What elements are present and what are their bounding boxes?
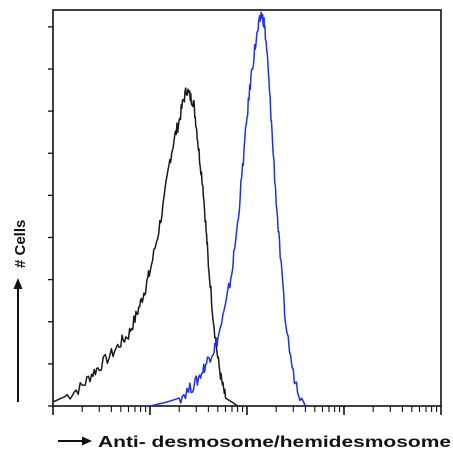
- y-axis-arrowhead: [13, 278, 23, 289]
- plot-frame: [52, 9, 442, 407]
- series-line-1: [52, 87, 239, 407]
- x-axis-ticks: [52, 406, 442, 415]
- series-line-2: [149, 11, 307, 407]
- y-axis-ticks: [48, 26, 53, 407]
- y-axis-label: # Cells: [12, 220, 29, 268]
- plot-border: [52, 9, 442, 407]
- x-axis-label: Anti- desmosome/hemidesmosome: [98, 434, 452, 451]
- series-layer: [52, 11, 307, 407]
- x-axis-label-group: Anti- desmosome/hemidesmosome: [58, 434, 452, 451]
- y-axis-label-group: # Cells: [12, 220, 29, 402]
- x-axis-arrowhead: [82, 436, 92, 446]
